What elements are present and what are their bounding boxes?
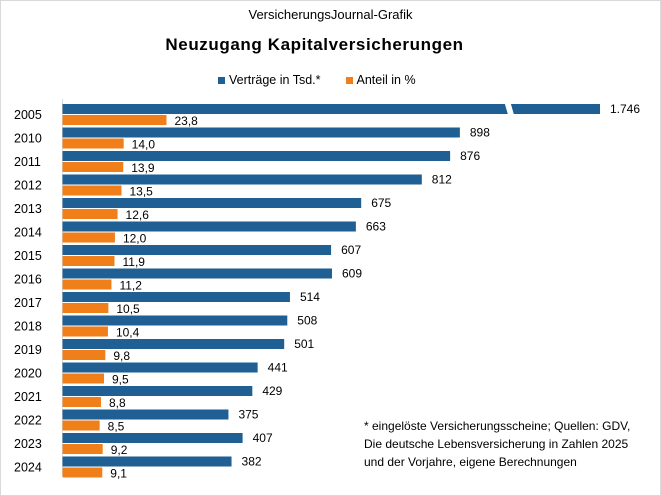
- bar-anteil: [62, 138, 124, 149]
- category-label: 2018: [14, 320, 42, 334]
- category-label: 2024: [14, 461, 42, 475]
- legend-swatch-vertraege: [218, 76, 225, 84]
- data-label-vertraege: 609: [342, 267, 362, 281]
- category-label: 2016: [14, 273, 42, 287]
- data-label-anteil: 9,5: [112, 373, 129, 387]
- category-label: 2021: [14, 390, 42, 404]
- data-label-vertraege: 501: [294, 337, 314, 351]
- bar-anteil: [62, 397, 101, 407]
- bar-vertraege: [62, 456, 232, 467]
- data-label-anteil: 12,6: [126, 208, 150, 222]
- category-label: 2005: [14, 108, 42, 122]
- data-label-anteil: 23,8: [175, 114, 199, 128]
- data-label-vertraege: 663: [366, 220, 386, 234]
- data-label-vertraege: 607: [341, 243, 361, 257]
- data-label-anteil: 13,5: [129, 185, 153, 199]
- data-label-vertraege: 1.746: [610, 102, 640, 116]
- legend-label-vertraege: Verträge in Tsd.*: [229, 73, 321, 87]
- bar-anteil: [62, 326, 108, 337]
- data-label-vertraege: 508: [297, 314, 317, 328]
- data-label-anteil: 9,1: [110, 467, 127, 481]
- data-label-anteil: 10,4: [116, 326, 140, 340]
- data-label-vertraege: 514: [300, 290, 320, 304]
- data-label-vertraege: 812: [432, 173, 452, 187]
- data-label-vertraege: 407: [253, 431, 273, 445]
- bar-vertraege: [62, 221, 356, 232]
- data-label-vertraege: 898: [470, 126, 490, 140]
- legend-item-vertraege: Verträge in Tsd.*: [218, 73, 321, 87]
- data-label-anteil: 9,2: [111, 443, 128, 457]
- bar-vertraege: [62, 104, 600, 114]
- category-label: 2015: [14, 249, 42, 263]
- legend: Verträge in Tsd.* Anteil in %: [218, 73, 441, 87]
- legend-label-anteil: Anteil in %: [356, 73, 416, 87]
- chart-title: Neuzugang Kapitalversicherungen: [165, 35, 464, 54]
- category-label: 2013: [14, 202, 42, 216]
- bar-anteil: [62, 303, 109, 313]
- bar-vertraege: [62, 315, 288, 326]
- bar-vertraege: [62, 174, 422, 185]
- legend-item-anteil: Anteil in %: [345, 73, 416, 87]
- data-label-vertraege: 375: [238, 408, 258, 422]
- bar-vertraege: [62, 362, 258, 373]
- bar-vertraege: [62, 386, 253, 396]
- bar-vertraege: [62, 292, 290, 302]
- category-label: 2022: [14, 414, 42, 428]
- data-label-anteil: 14,0: [132, 138, 156, 152]
- data-label-anteil: 8,5: [108, 420, 125, 434]
- category-label: 2014: [14, 226, 42, 240]
- bar-vertraege: [62, 339, 285, 349]
- bar-anteil: [62, 162, 124, 172]
- bar-anteil: [62, 115, 167, 125]
- data-label-anteil: 12,0: [123, 232, 147, 246]
- category-label: 2020: [14, 367, 42, 381]
- data-label-anteil: 10,5: [116, 302, 140, 316]
- data-label-anteil: 11,2: [119, 279, 142, 293]
- data-label-anteil: 11,9: [123, 255, 146, 269]
- bar-vertraege: [62, 409, 229, 420]
- bar-vertraege: [62, 127, 460, 138]
- footnote: * eingelöste Versicherungsscheine; Quell…: [364, 419, 631, 469]
- bar-anteil: [62, 256, 115, 266]
- bar-vertraege: [62, 198, 362, 208]
- data-label-vertraege: 876: [460, 149, 480, 163]
- bar-vertraege: [62, 151, 451, 161]
- bar-anteil: [62, 444, 103, 454]
- bar-anteil: [62, 350, 106, 360]
- axis-break-mark: [504, 102, 515, 116]
- data-label-vertraege: 441: [268, 361, 288, 375]
- category-label: 2010: [14, 132, 42, 146]
- data-label-vertraege: 675: [371, 196, 391, 210]
- bar-anteil: [62, 279, 112, 290]
- data-label-vertraege: 429: [262, 384, 282, 398]
- bar-vertraege: [62, 433, 243, 443]
- bar-vertraege: [62, 245, 332, 255]
- bar-anteil: [62, 232, 115, 243]
- category-label: 2023: [14, 437, 42, 451]
- bar-anteil: [62, 373, 105, 384]
- bar-anteil: [62, 209, 118, 219]
- bar-anteil: [62, 185, 122, 196]
- bar-anteil: [62, 420, 100, 431]
- category-label: 2017: [14, 296, 42, 310]
- legend-swatch-anteil: [345, 76, 353, 84]
- bar-anteil: [62, 467, 103, 478]
- source-label: VersicherungsJournal-Grafik: [248, 7, 413, 22]
- data-label-anteil: 13,9: [131, 161, 155, 175]
- category-label: 2012: [14, 179, 42, 193]
- category-label: 2011: [14, 155, 41, 169]
- bar-vertraege: [62, 268, 332, 279]
- data-label-vertraege: 382: [242, 455, 262, 469]
- data-label-anteil: 8,8: [109, 396, 126, 410]
- data-label-anteil: 9,8: [113, 349, 130, 363]
- category-label: 2019: [14, 343, 42, 357]
